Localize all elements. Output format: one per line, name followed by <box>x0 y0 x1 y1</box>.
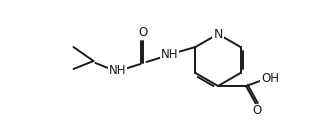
Text: NH: NH <box>161 48 178 62</box>
Text: O: O <box>253 105 262 117</box>
Text: OH: OH <box>261 72 279 84</box>
Text: O: O <box>139 27 148 39</box>
Text: N: N <box>213 27 223 41</box>
Text: NH: NH <box>109 65 126 77</box>
